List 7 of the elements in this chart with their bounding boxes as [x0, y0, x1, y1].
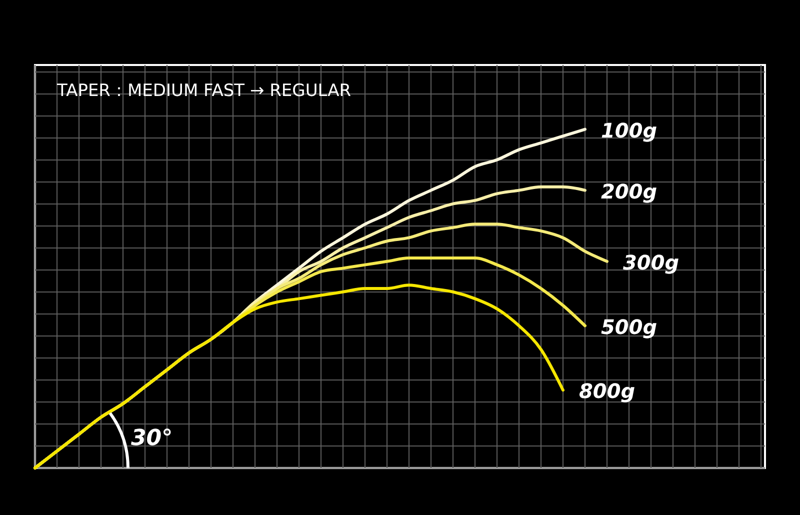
series-label: 300g — [623, 250, 680, 274]
series-label: 800g — [579, 379, 636, 404]
annotation: 30° — [131, 426, 173, 451]
chart-title: TAPER：MEDIUM FAST → REGULAR — [56, 81, 352, 101]
series-label: 500g — [601, 314, 658, 339]
series-label: 200g — [601, 179, 658, 204]
series-label: 100g — [601, 118, 658, 142]
